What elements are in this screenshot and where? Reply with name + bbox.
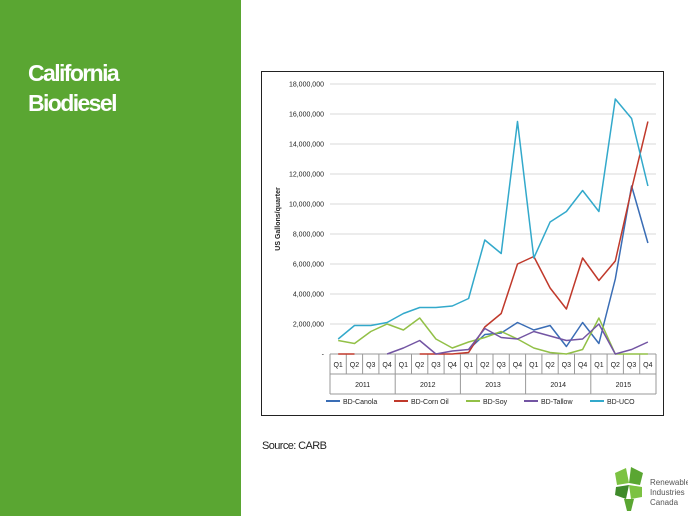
y-tick-label: 8,000,000 xyxy=(293,232,324,239)
y-tick-label: - xyxy=(322,352,325,359)
y-tick-label: 18,000,000 xyxy=(289,82,324,89)
quarter-label: Q1 xyxy=(399,362,408,369)
quarter-label: Q2 xyxy=(415,362,424,369)
year-label: 2011 xyxy=(355,382,370,389)
quarter-label: Q2 xyxy=(545,362,554,369)
quarter-label: Q4 xyxy=(448,362,457,369)
legend-label: BD-Tallow xyxy=(541,399,573,406)
year-label: 2012 xyxy=(420,382,436,389)
y-tick-label: 6,000,000 xyxy=(293,262,324,269)
year-label: 2014 xyxy=(550,382,566,389)
quarter-label: Q3 xyxy=(431,362,440,369)
slide-title-line-1: California xyxy=(28,60,120,86)
source-caption: Source: CARB xyxy=(262,440,327,452)
y-tick-label: 16,000,000 xyxy=(289,112,324,119)
quarter-label: Q2 xyxy=(611,362,620,369)
quarter-label: Q4 xyxy=(382,362,391,369)
quarter-label: Q1 xyxy=(464,362,473,369)
series-line-bd-soy xyxy=(338,317,648,355)
quarter-label: Q4 xyxy=(643,362,652,369)
y-tick-label: 10,000,000 xyxy=(289,202,324,209)
series-line-bd-uco xyxy=(337,98,649,340)
logo-wordmark: Renewable Industries Canada xyxy=(650,478,688,508)
y-tick-label: 12,000,000 xyxy=(289,172,324,179)
logo-line-2: Industries xyxy=(650,488,685,497)
quarter-label: Q3 xyxy=(562,362,571,369)
logo-line-1: Renewable xyxy=(650,478,688,487)
series-line-bd-corn-oil xyxy=(338,121,649,355)
y-tick-label: 14,000,000 xyxy=(289,142,324,149)
quarter-label: Q1 xyxy=(333,362,342,369)
series-line-bd-tallow xyxy=(386,323,649,355)
quarter-label: Q1 xyxy=(529,362,538,369)
quarter-label: Q2 xyxy=(350,362,359,369)
left-green-panel xyxy=(0,0,241,516)
legend-label: BD-Soy xyxy=(483,399,508,406)
quarter-label: Q1 xyxy=(594,362,603,369)
year-label: 2013 xyxy=(485,382,501,389)
quarter-label: Q3 xyxy=(496,362,505,369)
legend-label: BD-Canola xyxy=(343,399,377,406)
slide-title-line-2: Biodiesel xyxy=(28,90,117,116)
quarter-label: Q4 xyxy=(578,362,587,369)
legend-label: BD-UCO xyxy=(607,399,635,406)
y-tick-label: 4,000,000 xyxy=(293,292,324,299)
quarter-label: Q2 xyxy=(480,362,489,369)
green-leaf-icon xyxy=(615,467,643,511)
slide-title: California Biodiesel xyxy=(28,58,228,118)
logo-line-3: Canada xyxy=(650,498,679,507)
quarter-label: Q3 xyxy=(366,362,375,369)
year-label: 2015 xyxy=(616,382,632,389)
series-line-bd-canola xyxy=(468,185,649,351)
quarter-label: Q3 xyxy=(627,362,636,369)
quarter-label: Q4 xyxy=(513,362,522,369)
y-tick-label: 2,000,000 xyxy=(293,322,324,329)
chart-frame: - 2,000,000 4,000,000 6,000,000 8,000,000 10,… xyxy=(261,71,664,416)
legend-label: BD-Corn Oil xyxy=(411,399,449,406)
line-chart: - 2,000,000 4,000,000 6,000,000 8,000,000 10,… xyxy=(275,82,657,406)
y-axis-title: US Gallons/quarter xyxy=(275,187,282,251)
